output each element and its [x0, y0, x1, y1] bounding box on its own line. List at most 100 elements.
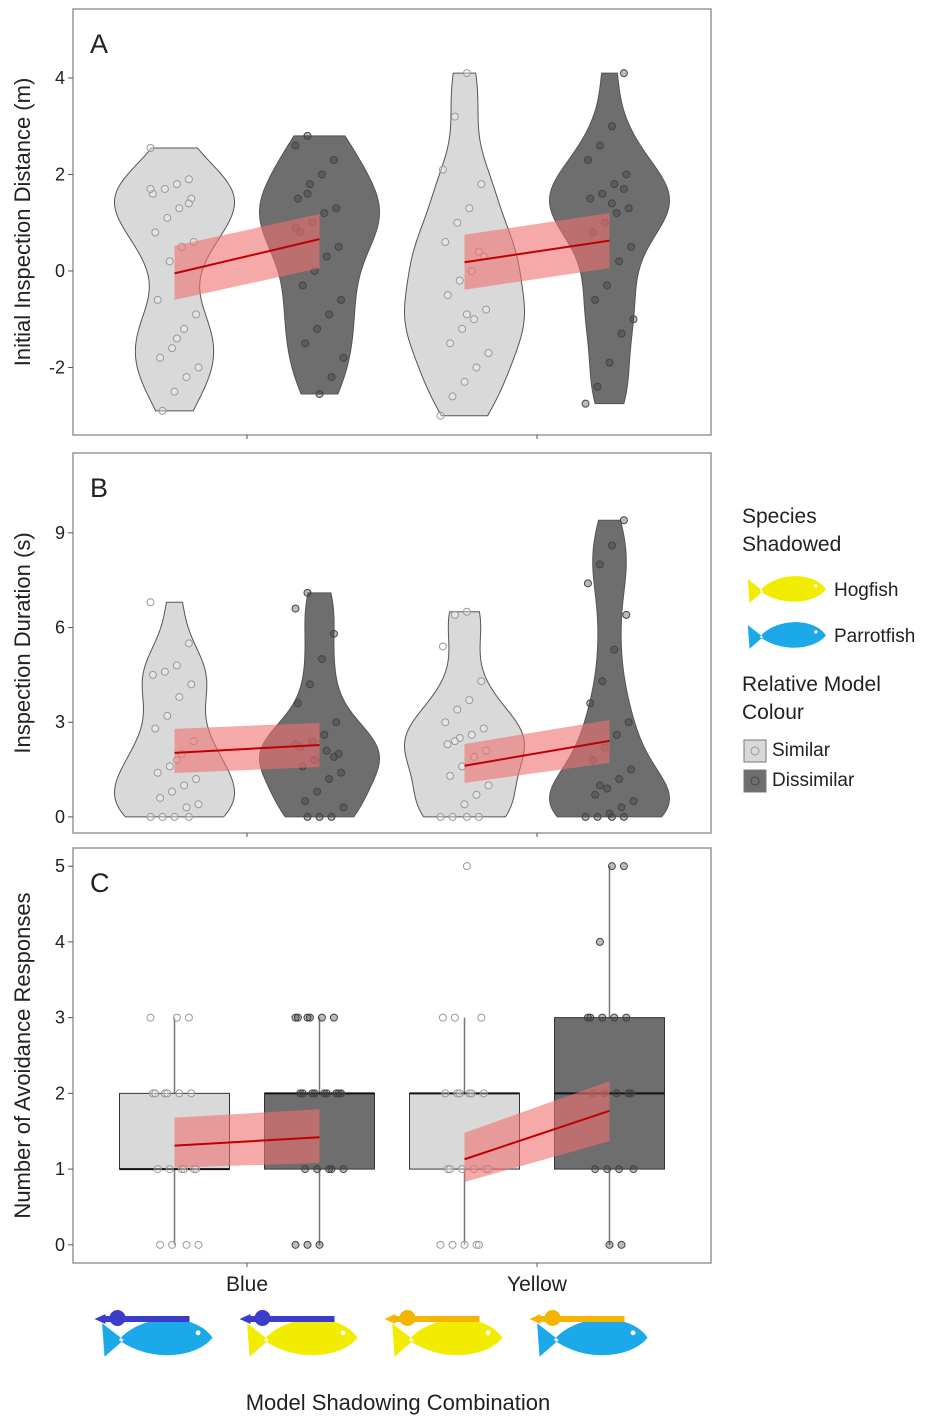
- data-point: [327, 812, 336, 821]
- data-point: [180, 781, 189, 790]
- combination-icon: [529, 1310, 648, 1357]
- legend-entry: Parrotfish: [742, 617, 926, 657]
- data-point: [160, 184, 169, 193]
- y-tick-label: 2: [55, 164, 65, 184]
- data-point: [455, 1089, 464, 1098]
- data-point: [612, 209, 621, 218]
- data-point: [153, 1165, 162, 1174]
- fish-eye: [340, 1330, 346, 1336]
- data-point: [453, 218, 462, 227]
- legend-label: Similar: [772, 740, 831, 761]
- data-point: [163, 213, 172, 222]
- data-point: [148, 1089, 157, 1098]
- data-point: [322, 746, 331, 755]
- confidence-band: [174, 1109, 320, 1168]
- model-fish-head: [399, 1310, 416, 1326]
- data-point: [291, 1013, 300, 1022]
- data-point: [615, 257, 624, 266]
- data-point: [168, 787, 177, 796]
- data-point: [586, 699, 595, 708]
- fish-icon: [392, 1318, 503, 1357]
- legend-key: [743, 739, 767, 763]
- data-point: [438, 642, 447, 651]
- data-point: [151, 724, 160, 733]
- fish-icon: [747, 576, 826, 603]
- data-point: [334, 242, 343, 251]
- data-point: [325, 775, 334, 784]
- data-point: [293, 1013, 302, 1022]
- data-point: [465, 1089, 474, 1098]
- data-point: [617, 329, 626, 338]
- data-point: [168, 1240, 177, 1249]
- data-point: [583, 156, 592, 165]
- data-point: [308, 1089, 317, 1098]
- data-point: [622, 170, 631, 179]
- data-point: [607, 541, 616, 550]
- data-point: [583, 1013, 592, 1022]
- data-point: [332, 204, 341, 213]
- data-point: [581, 399, 590, 408]
- data-point: [165, 1165, 174, 1174]
- data-point: [151, 1089, 160, 1098]
- data-point: [598, 1013, 607, 1022]
- legend-label: Hogfish: [834, 580, 899, 601]
- data-point: [187, 1089, 196, 1098]
- data-point: [622, 1013, 631, 1022]
- data-point: [610, 645, 619, 654]
- data-point: [156, 793, 165, 802]
- data-point: [329, 1013, 338, 1022]
- data-point: [470, 315, 479, 324]
- data-point: [598, 189, 607, 198]
- data-point: [436, 411, 445, 420]
- data-point: [320, 209, 329, 218]
- data-point: [172, 180, 181, 189]
- data-point: [298, 1089, 307, 1098]
- data-point: [303, 812, 312, 821]
- data-point: [484, 781, 493, 790]
- data-point: [298, 281, 307, 290]
- y-tick-label: 6: [55, 618, 65, 638]
- data-point: [194, 800, 203, 809]
- data-point: [175, 692, 184, 701]
- data-point: [450, 610, 459, 619]
- data-point: [293, 699, 302, 708]
- data-point: [603, 281, 612, 290]
- data-point: [465, 204, 474, 213]
- data-point: [477, 677, 486, 686]
- fit-line: [174, 743, 320, 754]
- fit-line: [464, 1109, 610, 1161]
- data-point: [619, 862, 628, 871]
- legend-label: Parrotfish: [834, 626, 916, 647]
- data-point: [332, 718, 341, 727]
- data-point: [448, 812, 457, 821]
- data-point: [156, 1240, 165, 1249]
- data-point: [315, 1240, 324, 1249]
- data-point: [303, 588, 312, 597]
- data-point: [607, 122, 616, 131]
- fit-line: [174, 238, 320, 275]
- data-point: [610, 180, 619, 189]
- data-point: [484, 348, 493, 357]
- data-point: [322, 1089, 331, 1098]
- data-point: [448, 1240, 457, 1249]
- data-point: [605, 358, 614, 367]
- data-point: [170, 812, 179, 821]
- data-point: [586, 1013, 595, 1022]
- data-point: [477, 1013, 486, 1022]
- data-point: [153, 295, 162, 304]
- data-point: [172, 334, 181, 343]
- fish-icon: [747, 622, 826, 649]
- data-point: [317, 1013, 326, 1022]
- data-point: [446, 339, 455, 348]
- data-point: [615, 775, 624, 784]
- data-point: [153, 768, 162, 777]
- data-point: [462, 69, 471, 78]
- y-tick-label: 4: [55, 68, 65, 88]
- legend-swatch: [743, 739, 767, 763]
- data-point: [329, 752, 338, 761]
- combination-icon: [384, 1310, 503, 1357]
- data-point: [465, 696, 474, 705]
- data-point: [443, 291, 452, 300]
- data-point: [603, 1165, 612, 1174]
- data-point: [158, 406, 167, 415]
